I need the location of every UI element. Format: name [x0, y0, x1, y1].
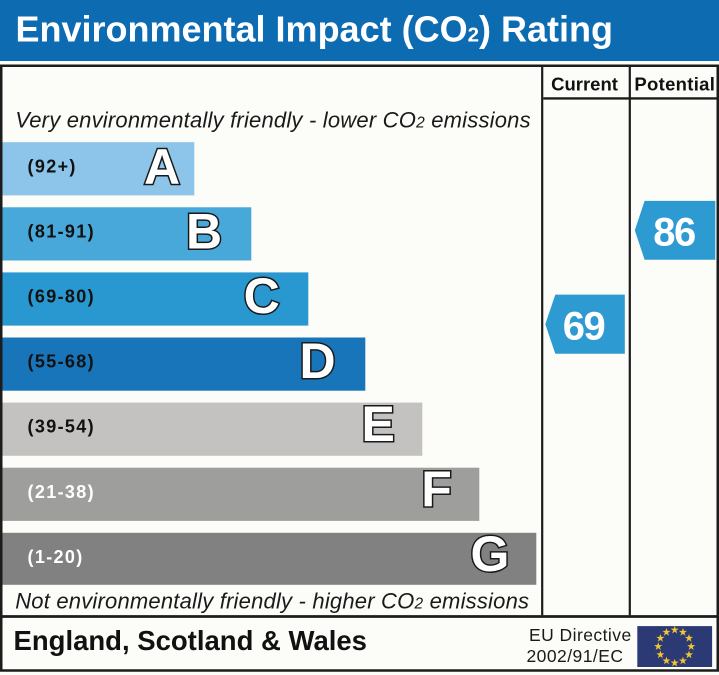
- svg-text:C: C: [244, 268, 280, 324]
- svg-text:86: 86: [653, 211, 695, 255]
- svg-text:F: F: [421, 461, 452, 517]
- svg-text:(21-38): (21-38): [28, 482, 95, 502]
- svg-text:Potential: Potential: [634, 74, 715, 95]
- svg-text:Environmental Impact (CO2) Rat: Environmental Impact (CO2) Rating: [16, 9, 613, 50]
- svg-text:B: B: [186, 204, 222, 260]
- svg-text:(55-68): (55-68): [28, 352, 95, 372]
- svg-text:69: 69: [563, 305, 605, 349]
- svg-text:(92+): (92+): [28, 156, 77, 176]
- svg-text:2002/91/EC: 2002/91/EC: [527, 646, 624, 666]
- svg-text:(1-20): (1-20): [28, 547, 84, 567]
- svg-text:A: A: [144, 139, 180, 195]
- svg-text:Current: Current: [551, 74, 618, 95]
- svg-text:E: E: [362, 396, 395, 452]
- svg-text:D: D: [300, 333, 336, 389]
- svg-text:EU Directive: EU Directive: [529, 625, 632, 645]
- svg-text:Very environmentally friendly: Very environmentally friendly - lower CO…: [15, 107, 531, 132]
- svg-text:(81-91): (81-91): [28, 221, 95, 241]
- svg-text:(69-80): (69-80): [28, 287, 95, 307]
- svg-text:G: G: [471, 526, 510, 582]
- svg-text:Not environmentally friendly -: Not environmentally friendly - higher CO…: [15, 589, 529, 614]
- svg-text:England, Scotland & Wales: England, Scotland & Wales: [14, 625, 367, 656]
- svg-text:(39-54): (39-54): [28, 417, 95, 437]
